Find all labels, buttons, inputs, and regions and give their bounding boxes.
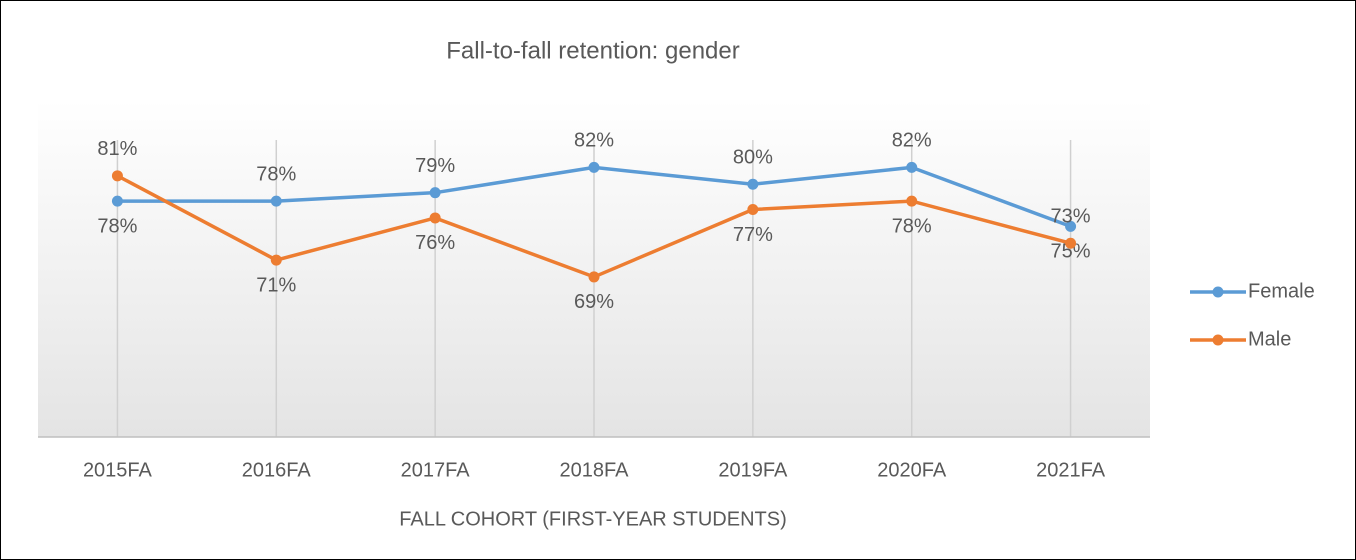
legend-marker (1212, 286, 1224, 298)
data-label: 82% (892, 130, 932, 152)
x-tick-label: 2020FA (877, 459, 947, 481)
legend-label: Female (1248, 280, 1315, 302)
x-tick-label: 2015FA (83, 459, 153, 481)
x-axis-title: FALL COHORT (FIRST-YEAR STUDENTS) (399, 508, 786, 530)
data-label: 79% (415, 155, 455, 177)
point (747, 204, 759, 216)
point (111, 195, 123, 207)
legend-marker (1212, 334, 1224, 346)
data-label: 81% (97, 138, 137, 160)
point (747, 178, 759, 190)
x-tick-label: 2019FA (718, 459, 788, 481)
x-tick-label: 2021FA (1036, 459, 1106, 481)
x-tick-label: 2016FA (242, 459, 312, 481)
point (429, 187, 441, 199)
point (906, 161, 918, 173)
data-label: 73% (1051, 206, 1091, 228)
data-label: 80% (733, 147, 773, 169)
point (588, 271, 600, 283)
data-label: 78% (892, 215, 932, 237)
x-tick-label: 2018FA (560, 459, 630, 481)
data-label: 77% (733, 224, 773, 246)
x-tick-label: 2017FA (401, 459, 471, 481)
point (1065, 237, 1077, 249)
point (270, 254, 282, 266)
data-label: 71% (256, 274, 296, 296)
data-label: 69% (574, 291, 614, 313)
point (588, 161, 600, 173)
data-label: 82% (574, 130, 614, 152)
legend-label: Male (1248, 328, 1291, 350)
data-label: 78% (256, 163, 296, 185)
point (1065, 220, 1077, 232)
chart-title: Fall-to-fall retention: gender (446, 37, 739, 64)
point (429, 212, 441, 224)
data-label: 75% (1051, 241, 1091, 263)
data-label: 76% (415, 232, 455, 254)
point (111, 170, 123, 182)
data-label: 78% (97, 215, 137, 237)
point (906, 195, 918, 207)
point (270, 195, 282, 207)
